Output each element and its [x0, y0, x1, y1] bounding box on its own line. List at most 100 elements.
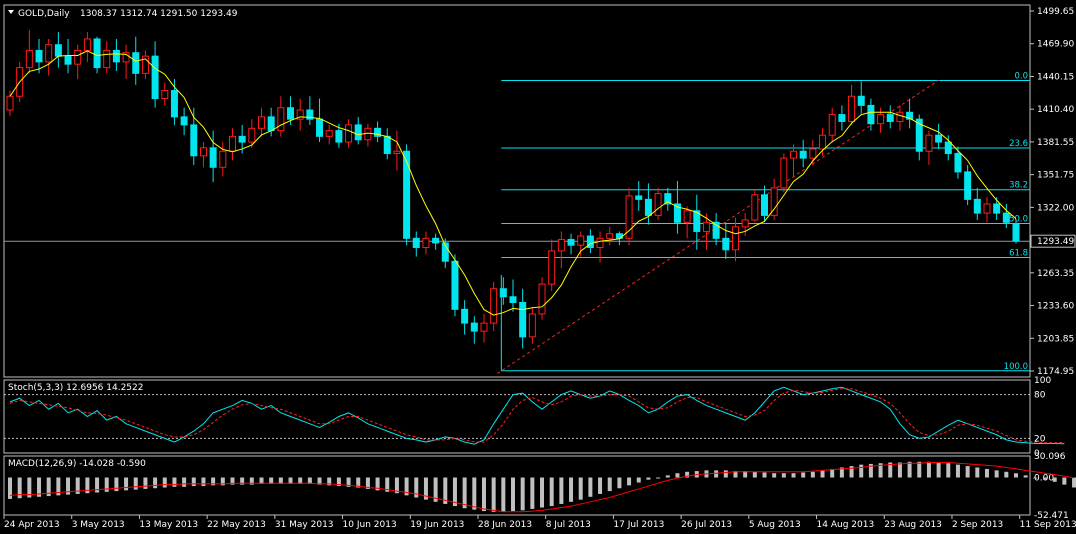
candle-body[interactable] [490, 288, 498, 324]
candle-body[interactable] [983, 203, 991, 214]
candle-body[interactable] [828, 114, 836, 136]
candle-body[interactable] [141, 55, 149, 74]
candle-body[interactable] [964, 171, 972, 200]
candle-body[interactable] [93, 38, 101, 69]
candle-body[interactable] [702, 221, 710, 232]
candle-body[interactable] [635, 195, 643, 200]
candle-body[interactable] [432, 237, 440, 244]
candle-body[interactable] [499, 288, 507, 298]
candle-body[interactable] [45, 44, 53, 63]
candle-body[interactable] [586, 235, 594, 248]
candle-body[interactable] [1002, 212, 1010, 223]
candle-body[interactable] [132, 52, 140, 74]
candle-body[interactable] [422, 237, 430, 248]
dropdown-arrow-icon[interactable] [8, 10, 14, 14]
candle-body[interactable] [248, 127, 256, 143]
candle-body[interactable] [877, 114, 885, 125]
candle-body[interactable] [316, 118, 324, 137]
candle-body[interactable] [451, 260, 459, 310]
candle-body[interactable] [190, 124, 198, 157]
candle-body[interactable] [935, 134, 943, 143]
candle-body[interactable] [25, 49, 33, 69]
candle-body[interactable] [161, 90, 169, 100]
candle-body[interactable] [664, 193, 672, 205]
candle-body[interactable] [122, 52, 130, 63]
candle-body[interactable] [287, 107, 295, 120]
candle-body[interactable] [761, 194, 768, 216]
candle-body[interactable] [780, 157, 788, 189]
candle-body[interactable] [470, 322, 478, 332]
candle-body[interactable] [809, 148, 817, 159]
candle-body[interactable] [693, 210, 701, 232]
candle-body[interactable] [819, 134, 827, 150]
candle-body[interactable] [857, 95, 865, 106]
candle-body[interactable] [238, 135, 246, 143]
candle-body[interactable] [548, 250, 556, 285]
candle-body[interactable] [577, 235, 585, 246]
candle-body[interactable] [306, 109, 314, 120]
candle-body[interactable] [112, 49, 120, 63]
candle-body[interactable] [538, 283, 546, 315]
candle-body[interactable] [731, 226, 739, 251]
candle-body[interactable] [741, 219, 749, 228]
candle-body[interactable] [683, 210, 691, 223]
candle-body[interactable] [906, 111, 914, 120]
candle-body[interactable] [374, 127, 382, 137]
candle-body[interactable] [170, 90, 178, 118]
candle-body[interactable] [412, 237, 420, 248]
candle-body[interactable] [325, 130, 333, 137]
candle-body[interactable] [345, 124, 353, 143]
candle-body[interactable] [219, 150, 227, 168]
candle-body[interactable] [54, 44, 62, 57]
candle-body[interactable] [654, 193, 662, 216]
candle-body[interactable] [403, 150, 411, 239]
candle-body[interactable] [35, 49, 43, 63]
candle-body[interactable] [673, 203, 681, 223]
candle-body[interactable] [277, 107, 285, 132]
candle-body[interactable] [441, 242, 449, 262]
candle-body[interactable] [925, 134, 933, 152]
candle-body[interactable] [199, 147, 207, 157]
candle-body[interactable] [528, 313, 536, 338]
candle-body[interactable] [267, 116, 275, 132]
candle-body[interactable] [722, 237, 730, 251]
candle-body[interactable] [151, 55, 159, 100]
candle-body[interactable] [838, 114, 846, 122]
candle-body[interactable] [954, 153, 962, 173]
candle-body[interactable] [354, 124, 362, 141]
candle-body[interactable] [712, 221, 720, 239]
candle-body[interactable] [64, 55, 72, 65]
candle-body[interactable] [393, 150, 401, 155]
candle-body[interactable] [228, 135, 236, 152]
candle-body[interactable] [74, 49, 82, 65]
candle-body[interactable] [383, 135, 391, 155]
candle-body[interactable] [896, 111, 904, 122]
candle-body[interactable] [886, 114, 894, 122]
candle-body[interactable] [770, 187, 778, 216]
candle-body[interactable] [848, 95, 856, 122]
candle-body[interactable] [103, 49, 111, 69]
candle-body[interactable] [915, 118, 923, 152]
candle-body[interactable] [993, 203, 1001, 214]
candle-body[interactable] [557, 238, 565, 252]
candle-body[interactable] [1012, 223, 1020, 242]
candle-body[interactable] [519, 301, 527, 338]
candle-body[interactable] [799, 150, 807, 159]
candle-body[interactable] [596, 237, 604, 248]
candle-body[interactable] [180, 116, 188, 126]
candle-body[interactable] [480, 322, 488, 332]
candle-body[interactable] [461, 308, 469, 324]
candle-body[interactable] [6, 95, 14, 111]
candle-body[interactable] [209, 147, 217, 168]
candle-body[interactable] [625, 195, 633, 239]
candle-body[interactable] [606, 233, 614, 239]
candle-body[interactable] [364, 127, 372, 141]
candle-body[interactable] [335, 130, 343, 143]
candle-body[interactable] [973, 198, 981, 214]
candle-body[interactable] [509, 296, 517, 303]
candle-body[interactable] [258, 116, 265, 129]
candle-body[interactable] [644, 198, 652, 216]
candle-body[interactable] [751, 194, 759, 221]
